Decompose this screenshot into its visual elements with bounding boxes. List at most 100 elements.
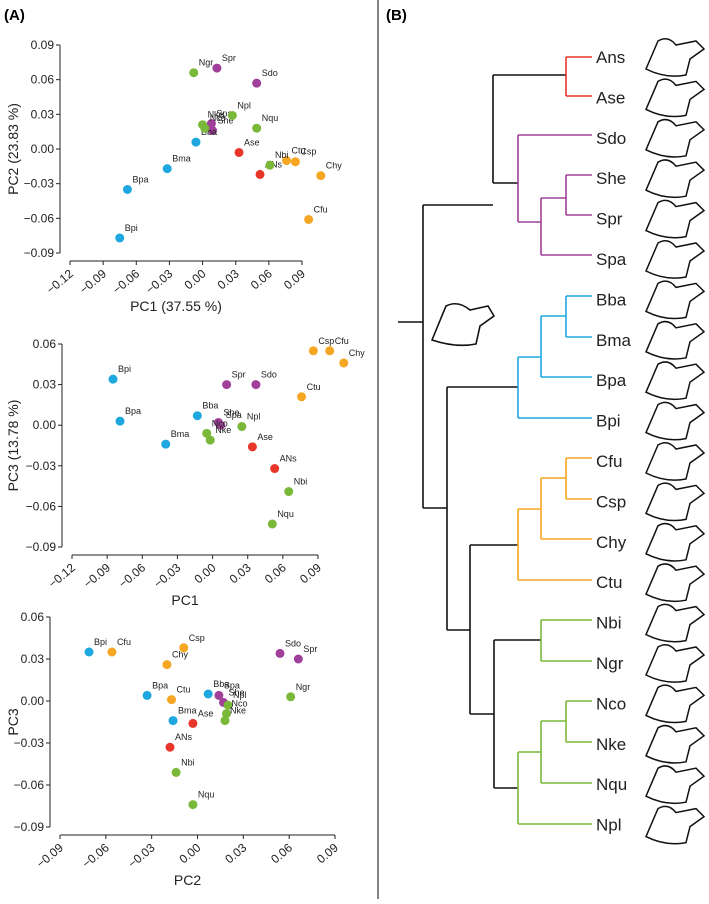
leaf-label: She — [596, 169, 626, 188]
data-point — [216, 420, 226, 430]
point-label: Nbi — [294, 477, 308, 487]
jaw-outline — [645, 240, 706, 279]
jaw-outline — [430, 302, 496, 347]
point-label: Cfu — [335, 336, 349, 346]
point-label: She — [223, 407, 239, 417]
point-label: Nqu — [277, 509, 294, 519]
point-label: Bpa — [132, 174, 148, 184]
data-point — [122, 184, 132, 194]
point-label: Chy — [326, 161, 343, 171]
point-label: Cfu — [314, 204, 328, 214]
data-point — [202, 428, 212, 438]
y-tick-label: −0.03 — [14, 736, 45, 750]
data-point — [162, 164, 172, 174]
point-label: Spa — [224, 680, 240, 690]
tree-branch — [517, 619, 592, 825]
jaw-outline — [645, 724, 706, 764]
tree-branch — [517, 295, 592, 419]
jaw-outline — [645, 644, 706, 683]
data-point — [286, 692, 296, 702]
y-tick-label: −0.06 — [14, 778, 45, 792]
point-label: Bba — [213, 679, 229, 689]
point-label: Cfu — [117, 637, 131, 647]
jaw-outline — [645, 38, 706, 77]
data-point — [171, 767, 181, 777]
point-label: She — [218, 116, 234, 126]
jaw-outline — [645, 401, 706, 441]
data-point — [115, 416, 125, 426]
point-label: Bma — [171, 429, 190, 439]
data-point — [107, 647, 117, 657]
point-label: Bpi — [118, 364, 131, 374]
point-label: Bpa — [125, 406, 141, 416]
point-label: Csp — [318, 336, 334, 346]
point-label: Bba — [202, 401, 218, 411]
point-label: Csp — [300, 147, 316, 157]
point-label: Nco — [210, 113, 226, 123]
y-tick-label: 0.03 — [33, 378, 57, 392]
point-label: Ase — [257, 432, 273, 442]
panel-label: (B) — [386, 7, 407, 24]
jaw-outline — [645, 159, 706, 199]
point-label: Nke — [230, 706, 246, 716]
x-axis-title: PC2 — [174, 872, 201, 888]
data-point — [255, 169, 265, 179]
jaw-outline — [645, 361, 706, 401]
data-point — [162, 660, 172, 670]
data-point — [223, 700, 233, 710]
data-point — [237, 422, 247, 432]
leaf-label: Nco — [596, 694, 626, 713]
jaw-outline — [645, 199, 706, 239]
data-point — [167, 695, 177, 705]
y-axis-title: PC2 (23.83 %) — [5, 103, 21, 195]
point-label: Bpa — [152, 680, 168, 690]
data-point — [325, 346, 335, 356]
data-point — [234, 147, 244, 157]
jaw-outline — [645, 442, 706, 481]
data-point — [191, 137, 201, 147]
data-point — [84, 647, 94, 657]
jaw-outline — [645, 78, 706, 118]
data-point — [115, 233, 125, 243]
leaf-label: Cfu — [596, 452, 622, 471]
data-point — [284, 487, 294, 497]
point-label: Ctu — [292, 146, 306, 156]
jaw-outline — [645, 320, 706, 360]
data-point — [179, 643, 189, 653]
data-point — [142, 690, 152, 700]
data-point — [316, 171, 326, 181]
jaw-outline — [645, 482, 706, 522]
data-point — [208, 126, 218, 136]
data-point — [188, 718, 198, 728]
data-point — [165, 742, 175, 752]
point-label: Ctu — [177, 685, 191, 695]
point-label: Ase — [244, 137, 260, 147]
data-point — [252, 123, 262, 133]
leaf-label: Bma — [596, 331, 632, 350]
y-tick-label: 0.00 — [31, 142, 55, 156]
data-point — [203, 689, 213, 699]
data-point — [192, 411, 202, 421]
data-point — [206, 119, 216, 129]
leaf-label: Nbi — [596, 614, 622, 633]
y-tick-label: −0.03 — [24, 177, 55, 191]
data-point — [293, 654, 303, 664]
data-point — [200, 123, 210, 133]
point-label: Spa — [226, 410, 242, 420]
point-label: She — [228, 687, 244, 697]
point-label: Csp — [189, 633, 205, 643]
leaf-label: Ans — [596, 48, 625, 67]
data-point — [297, 392, 307, 402]
jaw-outline — [645, 280, 706, 320]
leaf-label: Sdo — [596, 129, 626, 148]
leaf-label: Bba — [596, 290, 627, 309]
point-label: Bpi — [125, 223, 138, 233]
jaw-outline — [645, 522, 706, 562]
data-point — [270, 464, 280, 474]
data-point — [168, 716, 178, 726]
y-tick-label: −0.09 — [24, 246, 55, 260]
data-point — [247, 442, 257, 452]
leaf-label: Spa — [596, 250, 627, 269]
y-tick-label: 0.00 — [33, 418, 57, 432]
